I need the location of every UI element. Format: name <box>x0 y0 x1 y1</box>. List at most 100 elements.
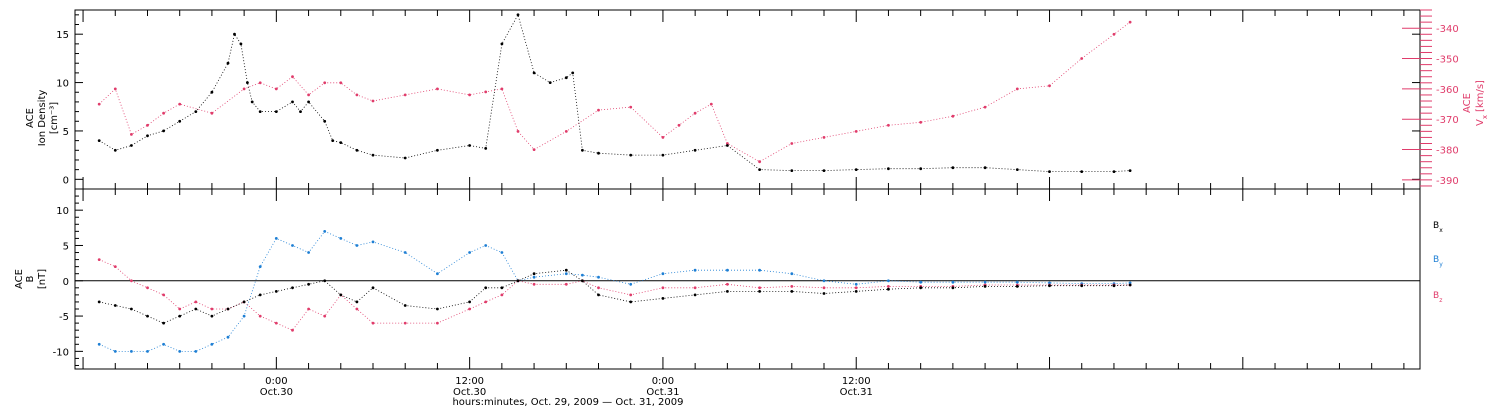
density-series-point <box>1112 170 1116 174</box>
density-series-point <box>436 148 439 152</box>
velocity-series-point <box>307 93 310 97</box>
bx-series-point <box>887 287 890 291</box>
bx-series-trace <box>99 269 1131 324</box>
density-series-point <box>1080 170 1084 174</box>
velocity-series-point <box>854 130 858 133</box>
velocity-series-point <box>258 81 262 85</box>
density-series-point <box>178 119 182 123</box>
y2label-v: V <box>1475 119 1486 126</box>
density-series-point <box>822 169 826 173</box>
density-series-point <box>233 32 236 36</box>
by-series-point <box>726 268 729 272</box>
by-series-point <box>919 280 923 284</box>
bz-series-point <box>854 286 858 290</box>
bx-series-point <box>758 290 761 293</box>
density-series-point <box>597 151 600 155</box>
bottom-ytick-label: 0 <box>63 277 69 288</box>
density-series-trace <box>98 13 1131 173</box>
bx-series-point <box>790 290 794 293</box>
bottom-ylabel-line-1: ACE <box>14 269 25 289</box>
velocity-series-point <box>468 93 471 97</box>
legend-bz-sub: z <box>1439 297 1442 304</box>
bottom-ytick-label: -10 <box>53 347 69 358</box>
xtick-time-label: 0:00 <box>265 376 287 387</box>
xtick-date-label: Oct.31 <box>840 387 873 398</box>
bz-series-point <box>403 321 407 325</box>
density-series-point <box>307 100 310 104</box>
top-ytick-label: 15 <box>56 30 69 41</box>
bx-series-point <box>1128 283 1132 287</box>
bx-series-point <box>919 286 923 290</box>
bottom-panel-data <box>97 230 1132 353</box>
top-ytick-label: 0 <box>63 175 69 186</box>
top-ytick-label: 5 <box>63 127 69 138</box>
legend-bz-main: B <box>1433 291 1439 301</box>
top-ylabel-line-2: Ion Density <box>37 90 48 147</box>
xtick-date-label: Oct.31 <box>646 387 679 398</box>
top-ytick-label: 10 <box>56 79 69 90</box>
density-series-point <box>331 139 335 143</box>
velocity-series-point <box>1080 57 1084 60</box>
top-y2tick-label: -390 <box>1436 176 1459 187</box>
y2label-sub: x <box>1481 115 1489 119</box>
top-y2tick-label: -350 <box>1436 55 1459 66</box>
by-series-point <box>258 265 262 268</box>
by-series-point <box>403 251 407 254</box>
x-axis: 0:00Oct.3012:00Oct.300:00Oct.3112:00Oct.… <box>82 10 1405 398</box>
legend-bx: Bx <box>1433 221 1443 234</box>
bx-series-point <box>323 279 327 283</box>
bx-series-point <box>1015 285 1019 288</box>
bx-series-point <box>629 300 633 304</box>
density-series-point <box>548 81 552 84</box>
xtick-date-label: Oct.30 <box>453 387 486 398</box>
velocity-series-point <box>291 75 294 79</box>
bz-series-point <box>758 286 761 290</box>
bottom-panel-frame <box>74 188 1421 370</box>
density-series-point <box>339 141 343 145</box>
bz-series-point <box>726 282 729 286</box>
top-y2label-ace: ACE <box>1462 93 1473 113</box>
top-y2tick-label: -360 <box>1436 85 1459 96</box>
legend-bx-sub: x <box>1439 227 1443 234</box>
by-series-point <box>500 251 504 254</box>
density-series-point <box>500 42 504 46</box>
velocity-series-point <box>210 111 214 115</box>
bottom-left-y-axis: 10 5 0 -5 -10 <box>53 188 83 366</box>
xtick-time-label: 12:00 <box>842 376 871 387</box>
velocity-series-point <box>371 99 375 103</box>
bz-series-point <box>693 286 697 290</box>
by-series-point <box>436 272 439 276</box>
velocity-series-point <box>339 81 343 85</box>
velocity-series-point <box>500 87 504 91</box>
by-series-point <box>887 279 890 283</box>
top-left-y-axis: 0 5 10 15 <box>56 14 1420 190</box>
top-ylabel-line-3: [cm⁻³] <box>49 102 60 134</box>
velocity-series-point <box>951 114 955 118</box>
bx-series-point <box>661 297 665 300</box>
velocity-series-point <box>532 148 536 152</box>
by-series-point <box>1128 281 1132 285</box>
by-series-point <box>1015 280 1019 284</box>
velocity-series-point <box>274 87 278 91</box>
top-ylabel-line-1: ACE <box>25 108 36 128</box>
velocity-series-trace <box>98 21 1131 163</box>
bz-series-trace <box>99 259 1131 331</box>
bx-series-point <box>113 304 117 307</box>
bx-series-point <box>500 286 504 290</box>
density-series-point <box>983 166 987 170</box>
bottom-ylabel-line-3: [nT] <box>37 269 48 289</box>
legend-by-sub: y <box>1439 261 1443 268</box>
bottom-ytick-label: 5 <box>63 241 69 252</box>
by-series-point <box>194 350 198 353</box>
top-y2tick-label: -340 <box>1436 24 1459 35</box>
legend-by-main: B <box>1433 255 1439 265</box>
velocity-series-point <box>130 133 133 136</box>
x-axis-label: hours:minutes, Oct. 29, 2009 — Oct. 31, … <box>452 397 683 408</box>
top-y2label-vx: Vx [km/s] <box>1475 80 1489 126</box>
top-panel-data <box>97 13 1132 174</box>
density-series-point <box>226 61 230 65</box>
by-series-point <box>146 350 149 353</box>
top-y2tick-label: -380 <box>1436 146 1459 157</box>
xtick-time-label: 12:00 <box>455 376 484 387</box>
by-series-point <box>532 275 536 279</box>
